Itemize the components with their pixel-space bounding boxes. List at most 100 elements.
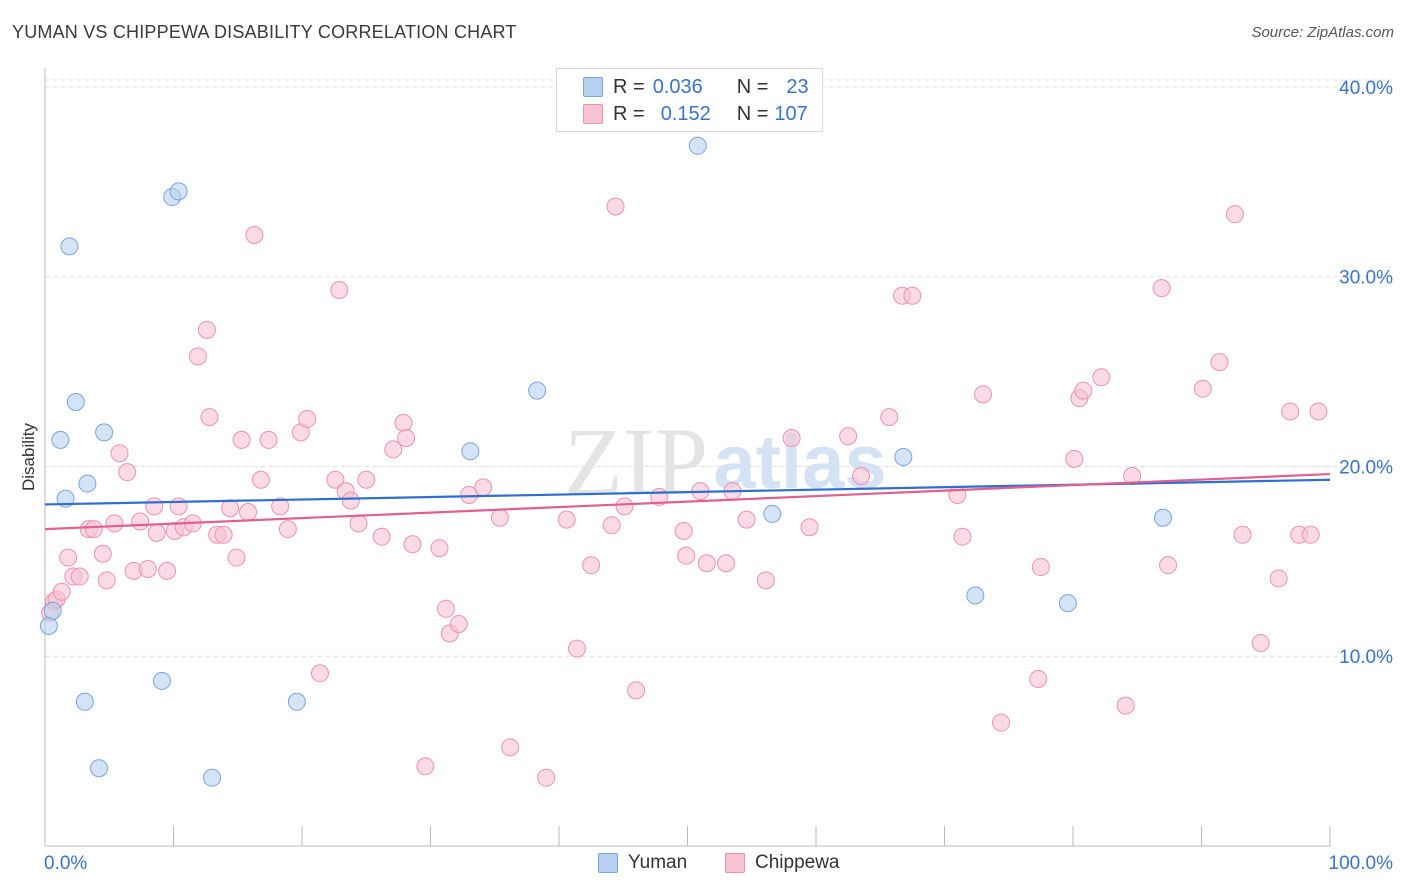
chippewa-point-39 <box>298 410 317 429</box>
chart-title: YUMAN VS CHIPPEWA DISABILITY CORRELATION… <box>12 22 517 42</box>
chippewa-point-42 <box>330 281 349 300</box>
chippewa-point-13 <box>118 463 137 482</box>
yuman-point-6 <box>75 692 94 711</box>
yuman-legend-swatch <box>598 853 618 873</box>
chippewa-point-4 <box>59 548 78 567</box>
legend-row-chippewa: R = 0.152 N = 107 <box>557 101 808 127</box>
chippewa-point-47 <box>372 527 391 546</box>
chippewa-point-36 <box>271 497 290 516</box>
gridlines <box>45 79 1392 657</box>
chippewa-n-value: 107 <box>774 102 808 125</box>
chippewa-point-107 <box>1301 525 1320 544</box>
chippewa-point-46 <box>357 470 376 489</box>
chippewa-trend-line <box>44 472 1331 531</box>
chippewa-point-82 <box>880 408 899 427</box>
legend-row-yuman: R = 0.036 N = 23 <box>557 74 809 100</box>
yuman-point-17 <box>688 136 707 155</box>
chippewa-point-101 <box>1225 205 1244 224</box>
yuman-point-8 <box>89 759 108 778</box>
chippewa-point-68 <box>627 681 646 700</box>
series-chippewa-points <box>41 197 1328 787</box>
chippewa-point-18 <box>147 523 166 542</box>
yuman-point-1 <box>43 601 62 620</box>
chippewa-point-17 <box>145 497 164 516</box>
chippewa-point-58 <box>474 478 493 497</box>
trend-lines <box>44 472 1331 531</box>
x-tick-label-min: 0.0% <box>44 853 87 874</box>
chippewa-point-48 <box>384 440 403 459</box>
chippewa-point-11 <box>105 514 124 533</box>
yuman-point-9 <box>95 423 114 442</box>
chippewa-point-94 <box>1092 368 1111 387</box>
x-tick-label-max: 100.0% <box>1329 853 1394 874</box>
y-axis-label: Disability <box>19 422 38 491</box>
legend-item-yuman[interactable]: Yuman <box>598 852 687 874</box>
chippewa-point-40 <box>310 664 329 683</box>
axis-labels: 10.0% 20.0% 30.0% 40.0% 0.0% 100.0% Disability <box>19 78 1393 874</box>
yuman-point-7 <box>78 474 97 493</box>
yuman-point-16 <box>528 381 547 400</box>
chippewa-legend-swatch <box>725 853 745 873</box>
yuman-point-2 <box>51 430 70 449</box>
yuman-point-12 <box>169 182 188 201</box>
chippewa-point-60 <box>501 738 520 757</box>
chippewa-point-45 <box>349 514 368 533</box>
chippewa-point-67 <box>615 497 634 516</box>
chippewa-point-78 <box>782 429 801 448</box>
chippewa-point-91 <box>1065 449 1084 468</box>
yuman-point-15 <box>461 442 480 461</box>
chippewa-n-label: N = <box>736 102 769 125</box>
chippewa-point-102 <box>1233 525 1252 544</box>
chippewa-point-84 <box>903 286 922 305</box>
chippewa-point-87 <box>974 385 993 404</box>
source-label: Source: ZipAtlas.com <box>1251 24 1394 41</box>
y-tick-label-20: 20.0% <box>1339 457 1393 478</box>
yuman-n-value: 23 <box>786 75 809 98</box>
legend-item-chippewa[interactable]: Chippewa <box>725 852 840 874</box>
chippewa-point-62 <box>557 510 576 529</box>
chippewa-point-35 <box>259 430 278 449</box>
y-tick-label-10: 10.0% <box>1339 647 1393 668</box>
chippewa-point-28 <box>214 525 233 544</box>
chippewa-point-76 <box>737 510 756 529</box>
yuman-point-20 <box>966 586 985 605</box>
chippewa-point-90 <box>1031 558 1050 577</box>
chippewa-point-24 <box>188 347 207 366</box>
chippewa-point-57 <box>460 485 479 504</box>
chippewa-point-16 <box>138 559 157 578</box>
chippewa-point-25 <box>197 320 216 339</box>
chippewa-point-56 <box>449 614 468 633</box>
chippewa-point-12 <box>110 444 129 463</box>
yuman-point-22 <box>1153 508 1172 527</box>
yuman-r-value: 0.036 <box>652 75 703 98</box>
series-legend: Yuman Chippewa <box>0 852 1406 878</box>
chippewa-point-105 <box>1281 402 1300 421</box>
chippewa-point-61 <box>537 768 556 787</box>
chippewa-point-74 <box>717 554 736 573</box>
chippewa-point-26 <box>200 408 219 427</box>
chippewa-point-65 <box>602 516 621 535</box>
chippewa-point-53 <box>430 539 449 558</box>
chippewa-point-50 <box>397 429 416 448</box>
yuman-point-10 <box>152 671 171 690</box>
watermark-zip: ZIP <box>564 408 708 515</box>
legend-label-yuman: Yuman <box>628 852 688 873</box>
y-tick-label-40: 40.0% <box>1339 78 1393 99</box>
chippewa-point-63 <box>567 639 586 658</box>
chippewa-point-41 <box>326 470 345 489</box>
yuman-point-13 <box>203 768 222 787</box>
chippewa-r-label: R = <box>613 102 645 125</box>
chippewa-point-19 <box>158 561 177 580</box>
chippewa-point-59 <box>490 508 509 527</box>
yuman-n-label: N = <box>736 75 769 98</box>
chippewa-point-93 <box>1074 381 1093 400</box>
chippewa-point-31 <box>232 430 251 449</box>
chippewa-point-103 <box>1251 633 1270 652</box>
chippewa-point-30 <box>227 548 246 567</box>
chippewa-point-3 <box>52 582 71 601</box>
chippewa-point-98 <box>1159 556 1178 575</box>
chippewa-point-64 <box>582 556 601 575</box>
chippewa-point-54 <box>436 599 455 618</box>
chippewa-point-97 <box>1152 279 1171 298</box>
